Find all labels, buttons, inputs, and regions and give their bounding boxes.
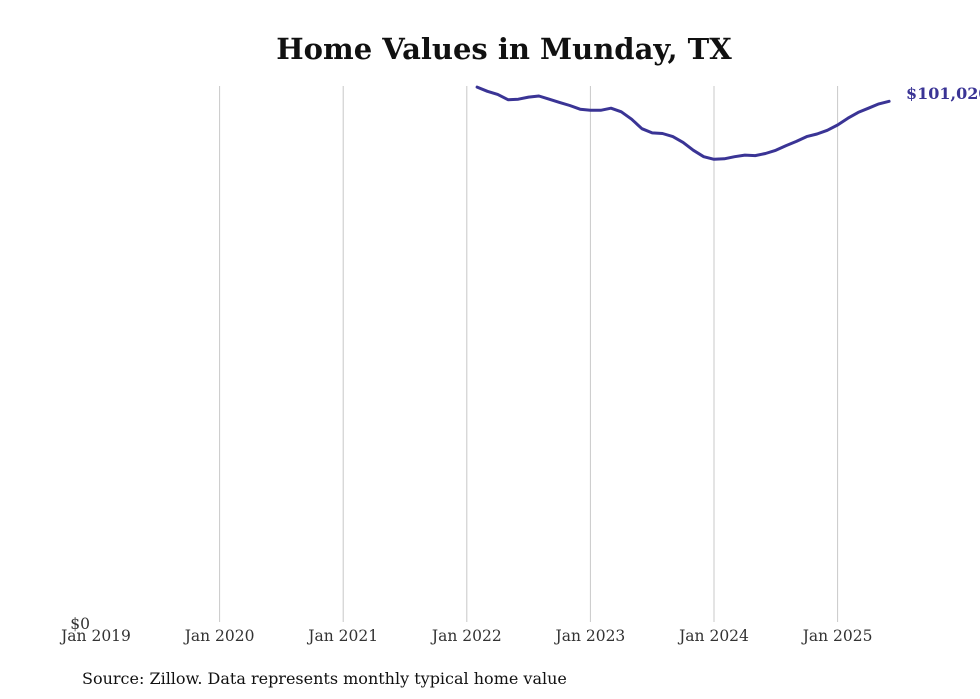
gridlines — [219, 86, 839, 622]
x-tick-label-2020: Jan 2020 — [183, 627, 255, 645]
x-tick-label-2022: Jan 2022 — [430, 627, 502, 645]
latest-value-label: $101,020 — [906, 84, 980, 103]
y-tick-label-zero: $0 — [70, 615, 90, 633]
x-axis-ticks: Jan 2019 Jan 2020 Jan 2021 Jan 2022 Jan 2023… — [59, 627, 872, 645]
home-value-line — [475, 85, 891, 161]
x-tick-label-2024: Jan 2024 — [677, 627, 749, 645]
x-tick-label-2021: Jan 2021 — [306, 627, 378, 645]
x-tick-label-2025: Jan 2025 — [801, 627, 873, 645]
x-tick-label-2019: Jan 2019 — [59, 627, 131, 645]
chart-title: Home Values in Munday, TX — [276, 32, 732, 66]
source-note: Source: Zillow. Data represents monthly … — [82, 669, 567, 688]
x-tick-label-2023: Jan 2023 — [553, 627, 625, 645]
